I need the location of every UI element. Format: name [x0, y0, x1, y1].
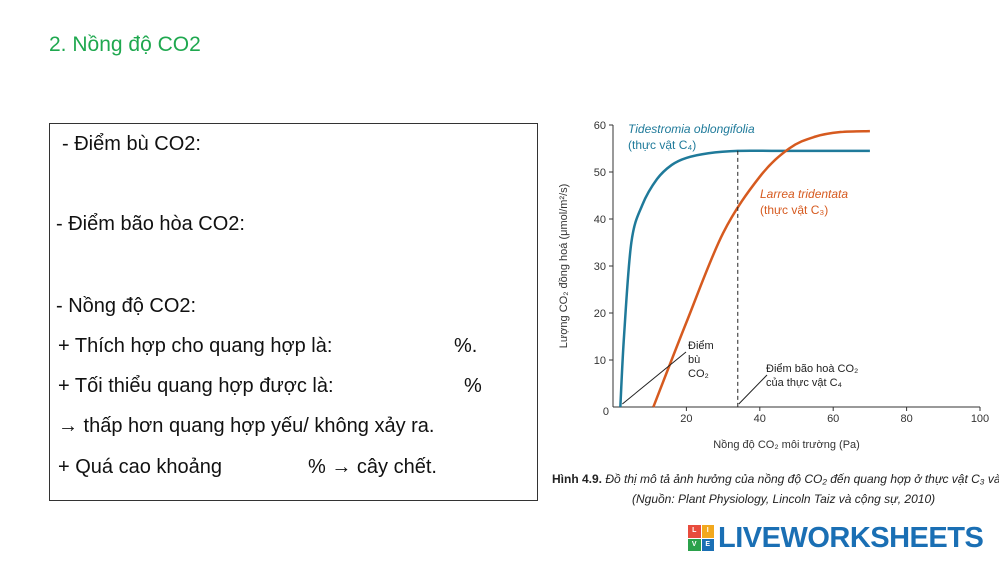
logo-letter: L [688, 525, 701, 538]
x-tick-label: 60 [827, 413, 839, 425]
y-tick-label: 60 [594, 120, 606, 132]
line-minimum-unit: % [464, 375, 482, 397]
figure-caption: Hình 4.9. Đồ thị mô tả ảnh hưởng của nồn… [552, 472, 999, 486]
figure-text: Đồ thị mô tả ảnh hưởng của nồng độ CO₂ đ… [605, 472, 999, 486]
logo-text: LIVEWORKSHEETS [718, 521, 984, 554]
compensation-label: Điểm [688, 340, 714, 352]
line-saturation-point: - Điểm bão hòa CO2: [56, 213, 245, 235]
figure-label: Hình 4.9. [552, 472, 603, 486]
chart-annotations: Điểm bù CO₂ Điểm bão hoà CO₂ của thực vật C₄ [622, 150, 858, 407]
saturation-pointer [738, 374, 768, 405]
figure-source: (Nguồn: Plant Physiology, Lincoln Taiz v… [632, 492, 936, 506]
series-type-label: (thực vật C₄) [628, 138, 696, 152]
c4-curve [619, 149, 870, 408]
x-axis-label: Nồng độ CO₂ môi trường (Pa) [713, 439, 860, 451]
series-name-label: Tidestromia oblongifolia [628, 122, 755, 136]
series-type-label: (thực vật C₃) [760, 203, 828, 217]
logo-letter: E [701, 538, 714, 551]
compensation-label: CO₂ [688, 368, 709, 380]
content-box: - Điểm bù CO2: - Điểm bão hòa CO2: - Nồn… [49, 123, 538, 501]
page-heading: 2. Nồng độ CO2 [49, 33, 201, 56]
x-tick-label: 80 [900, 413, 912, 425]
line-consequence: → thấp hơn quang hợp yếu/ không xảy ra. [58, 415, 435, 437]
line-compensation-point: - Điểm bù CO2: [62, 133, 201, 155]
chart-axes: 0 20 40 60 80 100 10 20 30 40 50 60 Nồng độ CO₂ môi … [558, 120, 989, 451]
y-tick-label: 30 [594, 261, 606, 273]
liveworksheets-logo: L I V E LIVEWORKSHEETS [688, 521, 984, 554]
line-too-high: + Quá cao khoảng [58, 456, 223, 478]
x-tick-label: 40 [754, 413, 766, 425]
logo-mark-icon: L I V E [688, 525, 714, 551]
c3-curve [652, 129, 870, 408]
x-tick-label: 20 [680, 413, 692, 425]
co2-photosynthesis-chart: 0 20 40 60 80 100 10 20 30 40 50 60 Nồng độ CO₂ môi … [558, 120, 989, 451]
line-concentration: - Nồng độ CO2: [56, 295, 197, 317]
logo-letter: V [688, 538, 701, 551]
line-minimum: + Tối thiểu quang hợp được là: [58, 375, 334, 397]
compensation-label: bù [688, 354, 700, 366]
logo-letter: I [701, 525, 714, 538]
line-optimal: + Thích hợp cho quang hợp là: [58, 335, 333, 357]
y-tick-label: 50 [594, 167, 606, 179]
chart-series: Tidestromia oblongifolia (thực vật C₄) Lar… [619, 122, 870, 408]
saturation-label: Điểm bão hoà CO₂ [766, 363, 858, 375]
y-tick-label: 20 [594, 308, 606, 320]
y-axis-label: Lượng CO₂ đồng hoá (μmol/m²/s) [558, 184, 570, 349]
saturation-label: của thực vật C₄ [766, 377, 843, 389]
y-tick-label: 40 [594, 214, 606, 226]
line-optimal-unit: %. [454, 335, 478, 357]
origin-tick-label: 0 [603, 406, 609, 418]
x-tick-label: 100 [971, 413, 989, 425]
compensation-pointer [622, 351, 687, 405]
y-tick-label: 10 [594, 355, 606, 367]
line-too-high-unit: % → cây chết. [308, 456, 437, 478]
series-name-label: Larrea tridentata [760, 187, 848, 201]
